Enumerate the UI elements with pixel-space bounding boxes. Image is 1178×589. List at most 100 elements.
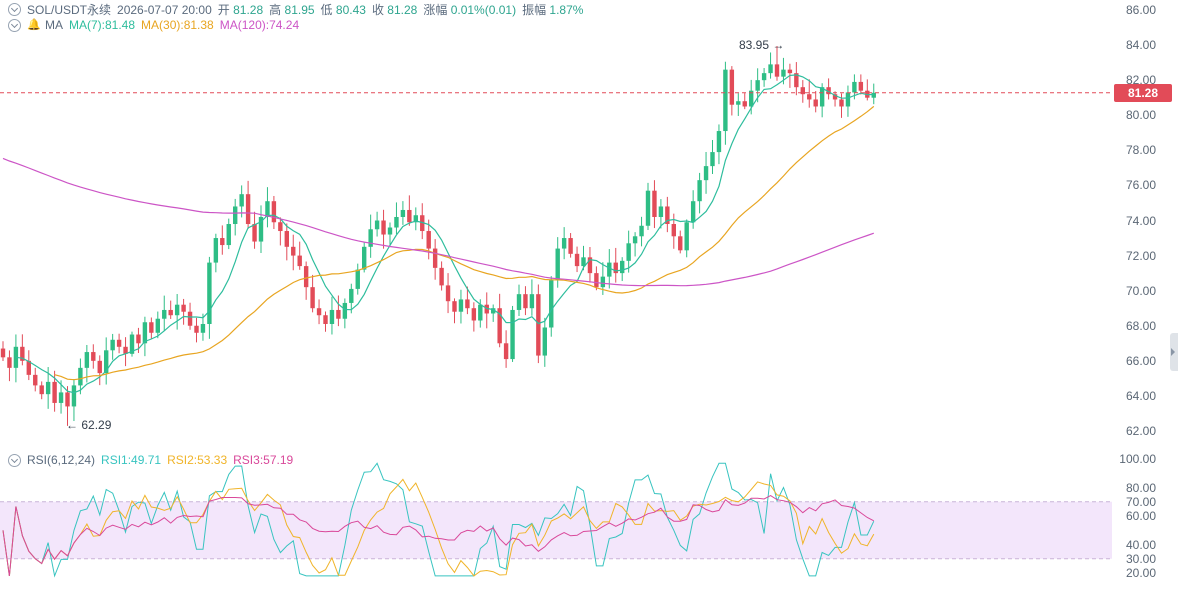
candle-body: [600, 276, 606, 288]
current-price-tag: 81.28: [1114, 84, 1172, 102]
ma-collapse-chevron-icon[interactable]: [8, 18, 21, 32]
datetime-label: 2026-07-07 20:00: [117, 2, 212, 17]
candle-body: [697, 180, 702, 202]
candle-body: [387, 227, 393, 235]
candle-body: [491, 308, 496, 314]
candle-body: [716, 131, 722, 153]
candle-body: [555, 248, 560, 281]
candle-body: [781, 69, 786, 77]
candle-body: [58, 392, 64, 403]
ma120-line: [2, 157, 875, 287]
candle-body: [26, 360, 31, 375]
high-annotation-value: 83.95: [739, 38, 770, 52]
candle-body: [116, 339, 122, 347]
rsi-label: RSI(6,12,24): [27, 453, 96, 467]
price-axis-label: 82.00: [1125, 73, 1156, 88]
price-axis-label: 74.00: [1125, 213, 1156, 228]
bell-icon[interactable]: 🔔: [27, 19, 41, 31]
candle-body: [258, 216, 264, 242]
candle-body: [316, 308, 322, 316]
rsi-axis-label: 40.00: [1125, 537, 1156, 552]
candle-body: [568, 238, 573, 254]
candle-body: [149, 322, 154, 333]
price-axis-label: 84.00: [1125, 38, 1156, 53]
candle-body: [458, 299, 464, 312]
close-label: 收: [371, 3, 384, 17]
candle-body: [768, 64, 773, 74]
collapse-chevron-icon[interactable]: [8, 3, 21, 16]
change-label: 涨幅: [423, 3, 448, 17]
candle-body: [445, 285, 451, 302]
candle-body: [845, 92, 851, 107]
rsi-axis-label: 70.00: [1125, 494, 1156, 509]
price-axis-label: 70.00: [1125, 283, 1156, 298]
candle-body: [658, 206, 664, 217]
price-axis-label: 72.00: [1125, 248, 1156, 263]
candle-body: [207, 262, 212, 324]
candle-body: [794, 73, 799, 88]
candle-body: [181, 304, 186, 312]
candle-body: [465, 299, 470, 309]
candle-body: [652, 190, 657, 217]
rsi1-value: RSI1:49.71: [101, 453, 162, 467]
candle-body: [329, 309, 335, 324]
candle-body: [710, 152, 715, 167]
rsi2-value: RSI2:53.33: [167, 453, 228, 467]
rsi-axis-label: 20.00: [1125, 566, 1156, 580]
candle-body: [452, 301, 457, 312]
ma30-value: MA(30):81.38: [141, 18, 214, 32]
candle-body: [613, 262, 618, 274]
close-value: 81.28: [387, 3, 418, 17]
low-value: 80.43: [335, 3, 366, 17]
high-label: 高: [269, 3, 282, 17]
side-panel-handle[interactable]: [1170, 333, 1178, 371]
price-axis-label: 66.00: [1125, 353, 1156, 368]
candle-body: [213, 238, 219, 263]
candle-body: [265, 201, 270, 217]
candle-body: [136, 334, 141, 344]
rsi3-value: RSI3:57.19: [233, 453, 294, 467]
candle-body: [439, 267, 444, 286]
candle-body: [104, 350, 109, 374]
symbol-label: SOL/USDT永续: [27, 3, 112, 17]
candle-body: [561, 238, 567, 249]
ma120-value: MA(120):74.24: [219, 18, 300, 32]
price-axis-label: 64.00: [1125, 388, 1156, 403]
candle-body: [742, 101, 747, 107]
candle-body: [420, 215, 425, 232]
candle-body: [187, 311, 193, 326]
price-axis-label: 68.00: [1125, 318, 1156, 333]
candle-body: [787, 69, 793, 74]
candle-body: [478, 304, 483, 321]
candle-body: [91, 352, 96, 361]
candle-body: [665, 206, 670, 225]
candle-body: [678, 236, 683, 251]
candle-body: [503, 343, 509, 360]
candle-body: [291, 246, 296, 256]
candle-body: [78, 367, 83, 386]
candle-body: [129, 334, 135, 354]
candle-body: [174, 304, 180, 316]
candle-body: [684, 222, 689, 251]
candle-body: [278, 222, 283, 232]
candle-body: [20, 346, 25, 361]
low-annotation-value: 62.29: [81, 418, 112, 432]
candle-body: [529, 294, 535, 309]
candle-body: [355, 269, 360, 289]
candle-body: [0, 348, 6, 358]
candle-body: [297, 255, 302, 267]
candle-body: [400, 209, 406, 217]
amplitude-label: 振幅: [522, 3, 547, 17]
rsi-collapse-chevron-icon[interactable]: [8, 453, 21, 467]
candle-body: [671, 224, 676, 237]
candle-body: [723, 69, 728, 132]
candle-body: [497, 308, 502, 344]
candle-body: [84, 352, 90, 368]
candle-body: [639, 225, 644, 237]
candle-body: [432, 248, 438, 268]
amplitude-value: 1.87%: [549, 3, 584, 17]
candle-body: [374, 220, 380, 230]
candle-body: [52, 381, 57, 403]
candle-body: [252, 224, 257, 242]
